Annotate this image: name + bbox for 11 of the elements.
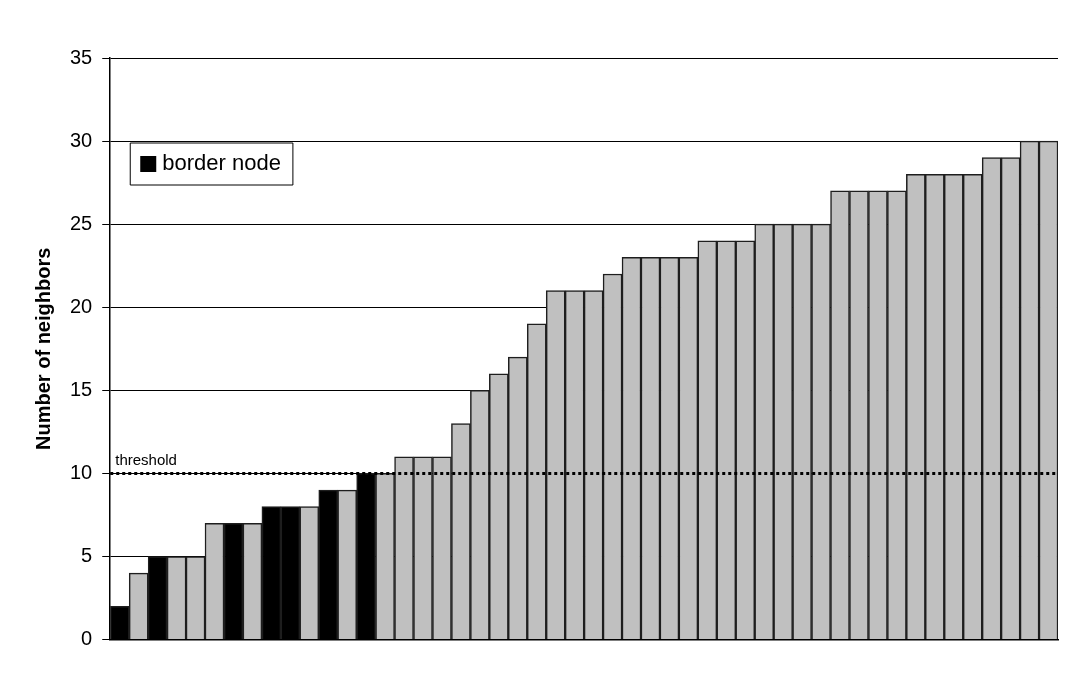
y-tick-label: 25 [70,211,93,234]
y-tick-label: 15 [70,377,93,400]
y-tick-label: 10 [70,460,93,483]
y-tick-label: 30 [70,128,93,151]
y-tick-label: 20 [70,294,93,317]
legend-label: border node [162,150,281,176]
y-tick-label: 35 [70,45,93,68]
y-axis-title: Number of neighbors [31,247,54,450]
ref-line-label: threshold [115,451,177,469]
y-tick-label: 5 [81,544,93,567]
y-tick-label: 0 [81,627,93,650]
